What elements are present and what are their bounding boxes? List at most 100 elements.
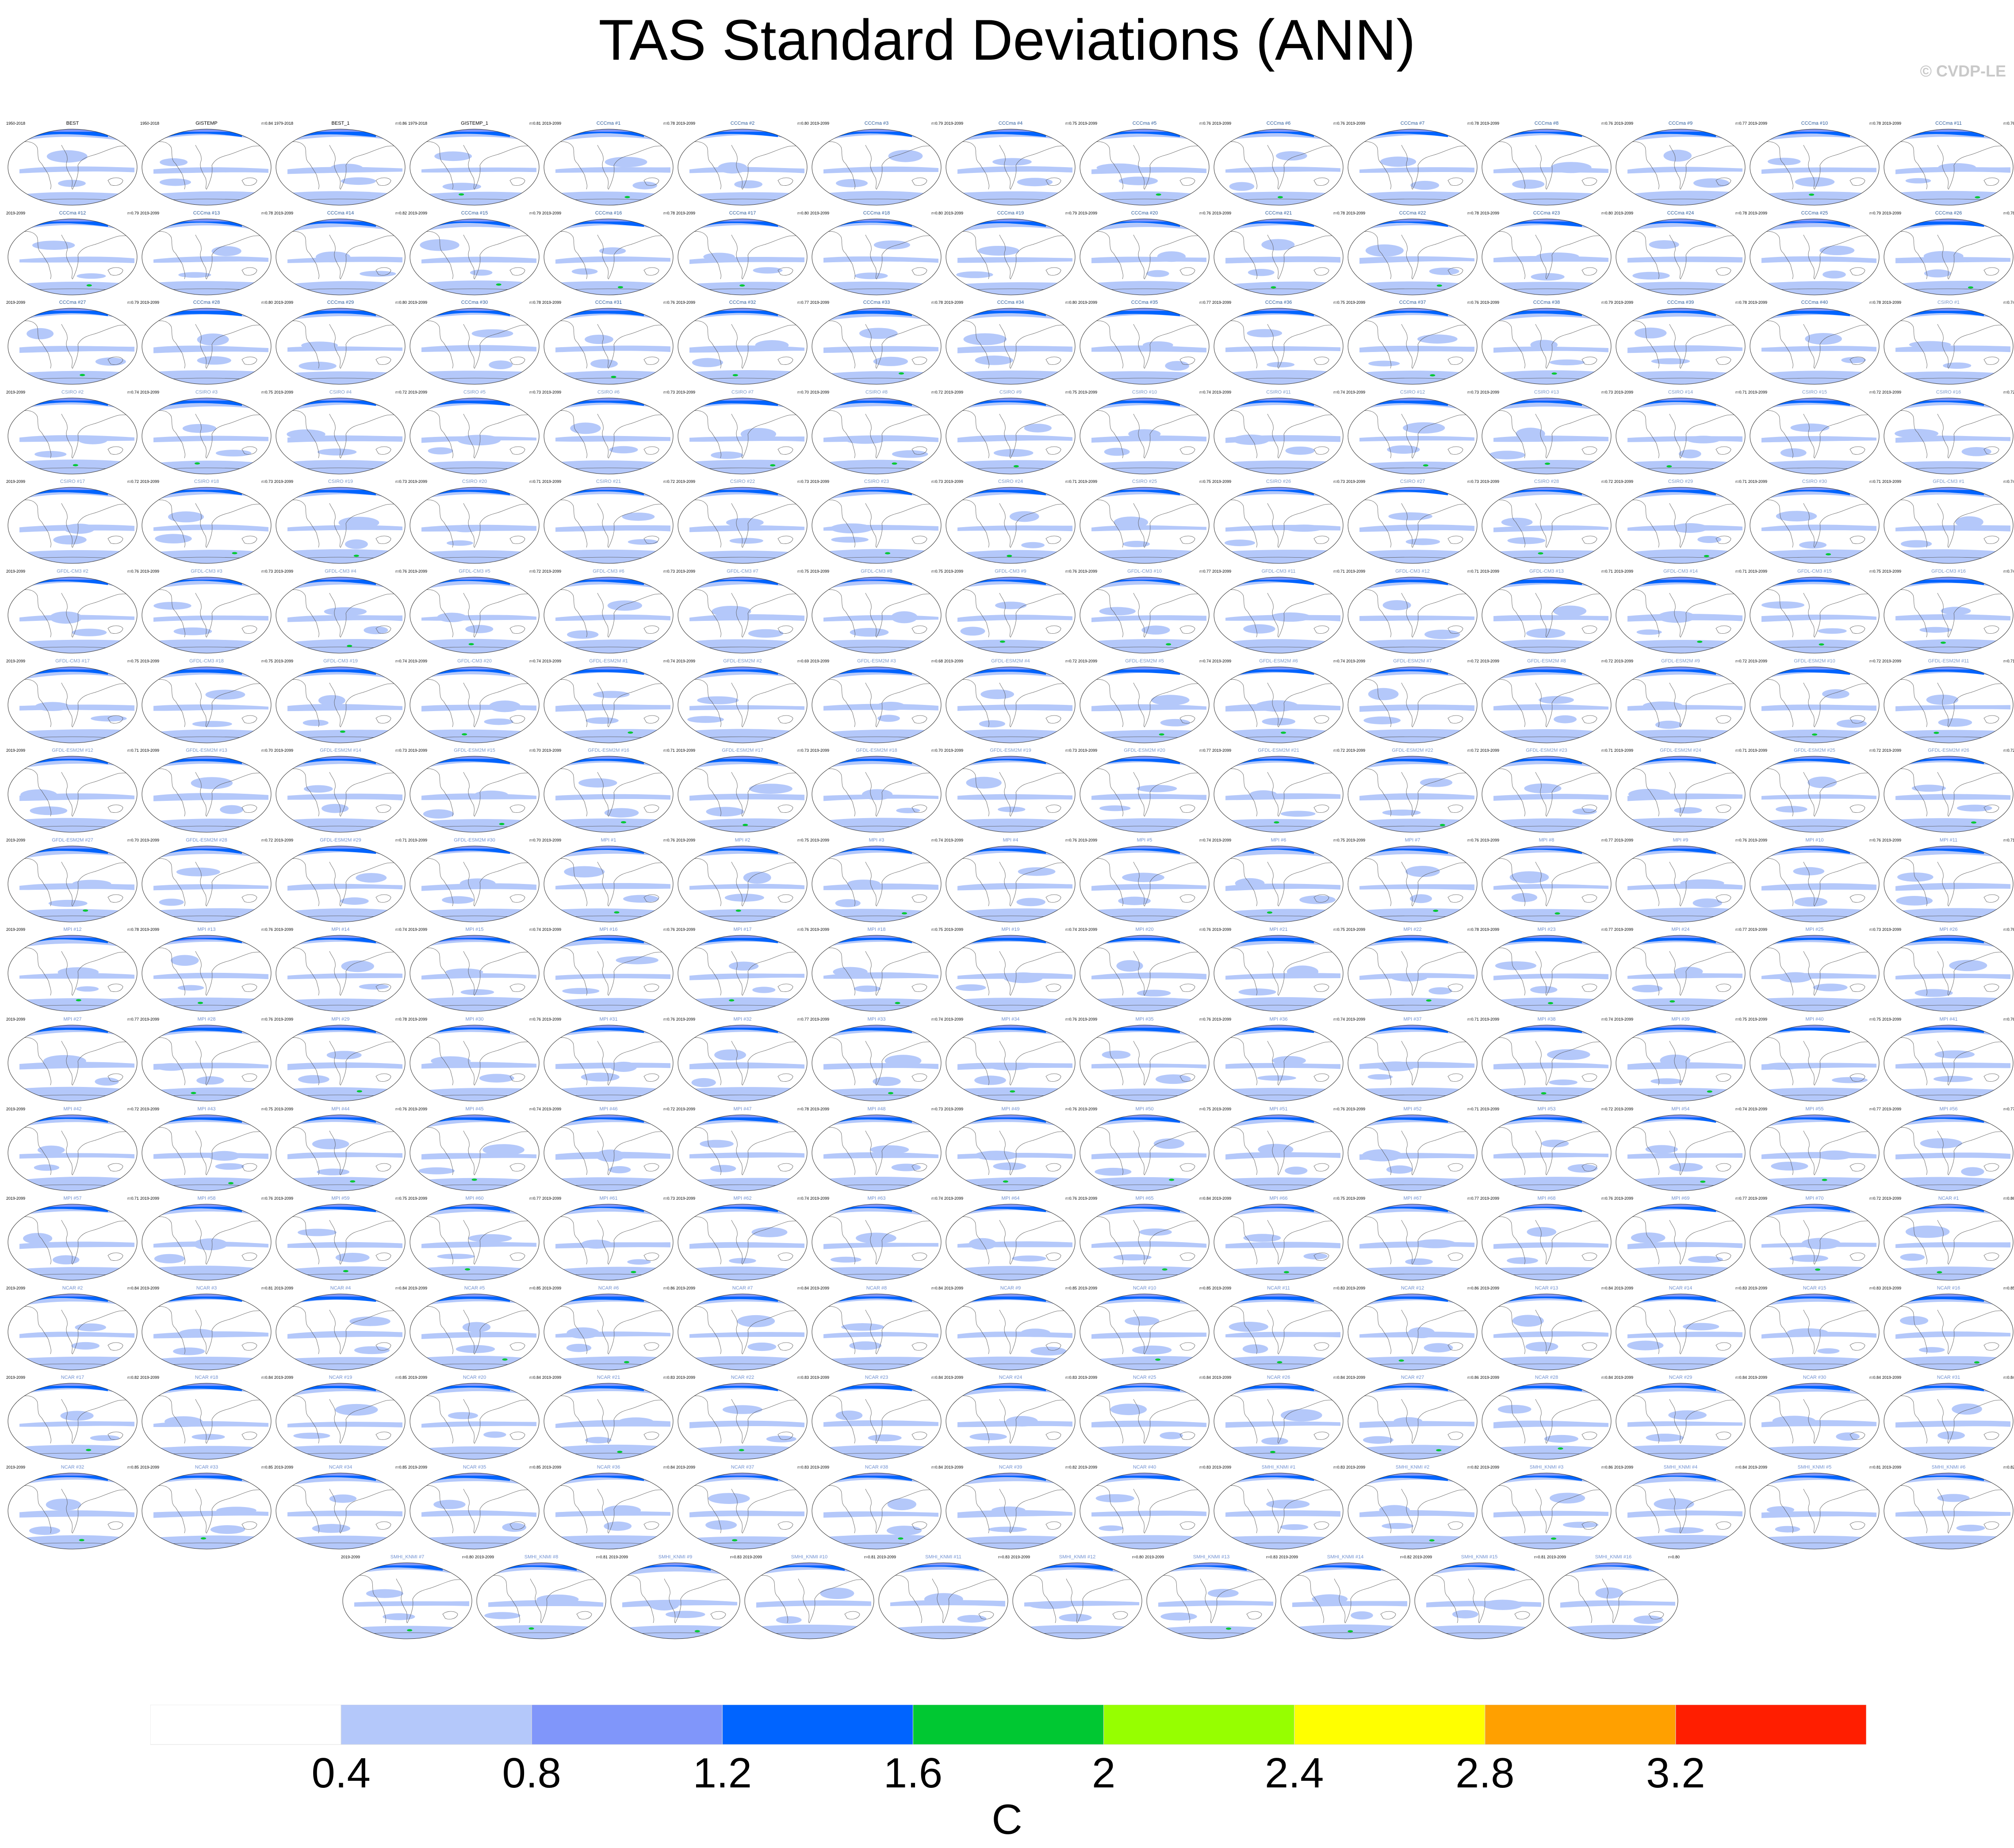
shading-patch <box>1643 701 1683 710</box>
coastline-americas <box>953 679 989 727</box>
map-panel: 2019-2099 GFDL-CM3 #20 r=0.74 <box>408 658 541 747</box>
coastline-americas <box>149 410 185 458</box>
robinson-map <box>812 756 942 833</box>
panel-title: NCAR #11 <box>1267 1285 1290 1291</box>
coastline-australia <box>107 446 123 455</box>
map-outline <box>1750 308 1880 385</box>
robinson-map <box>8 846 138 922</box>
coastline-americas <box>417 858 453 906</box>
map-outline <box>946 1114 1076 1191</box>
shading-patch <box>356 872 387 883</box>
shading-patch <box>1232 434 1270 445</box>
shading-arctic-core <box>1775 669 1850 675</box>
coastline-australia <box>1983 983 1999 992</box>
coastline-eurasia-africa <box>61 413 133 459</box>
map-panel: 2019-2099 GFDL-ESM2M #20 r=0.77 <box>1078 747 1211 837</box>
shading-arctic-core <box>971 669 1046 675</box>
shading-patch <box>1267 362 1295 368</box>
panel-pattern-correlation: r=0.75 <box>1869 1017 1881 1022</box>
coastline-eurasia-africa <box>1937 1041 2009 1086</box>
panel-title: SMHI_KNMI #11 <box>925 1554 961 1560</box>
robinson-map <box>1750 756 1880 833</box>
coastline-americas <box>1221 231 1257 279</box>
panel-years: 2019-2099 <box>1480 210 1500 215</box>
coastline-australia <box>375 1163 391 1171</box>
shading-patch <box>886 1526 922 1535</box>
robinson-map <box>946 1473 1076 1550</box>
shading-patch <box>609 446 638 454</box>
shading-patch <box>1795 177 1835 187</box>
panel-pattern-correlation: r=0.76 <box>663 300 675 305</box>
robinson-map <box>1280 1562 1410 1639</box>
panel-pattern-correlation: r=0.73 <box>797 748 809 753</box>
panel-pattern-correlation: r=0.73 <box>395 748 407 753</box>
shading-arctic-core <box>301 1028 376 1033</box>
panel-pattern-correlation: r=0.77 <box>1735 1196 1747 1201</box>
map-outline <box>1750 218 1880 295</box>
colorbar-box <box>1294 1705 1486 1745</box>
panel-years: 2019-2099 <box>1882 569 1902 574</box>
shading-patch <box>489 700 521 712</box>
shading-tropical-pacific <box>1091 615 1206 622</box>
coastline-australia <box>509 356 525 365</box>
shading-southern-ocean <box>1482 550 1611 564</box>
coastline-australia <box>241 267 257 275</box>
shading-hotspot <box>1169 1178 1175 1181</box>
coastline-australia <box>1313 894 1329 903</box>
shading-southern-ocean <box>1750 908 1879 922</box>
shading-patch <box>993 1162 1026 1170</box>
shading-patch <box>705 1520 737 1530</box>
shading-patch <box>564 866 605 878</box>
shading-patch <box>578 778 617 788</box>
shading-patch <box>1151 694 1190 705</box>
shading-patch <box>1816 1150 1853 1160</box>
shading-arctic-core <box>971 311 1046 317</box>
shading-arctic-core <box>33 759 108 765</box>
coastline-australia <box>777 1163 793 1171</box>
shading-tropical-pacific <box>1359 615 1474 621</box>
shading-patch <box>317 448 357 455</box>
robinson-map <box>1884 487 2014 564</box>
panel-years: 2019-2099 <box>1346 300 1366 305</box>
map-panel: 2019-2099 MPI #43 r=0.75 <box>140 1106 273 1195</box>
shading-southern-ocean <box>544 371 673 385</box>
coastline-eurasia-africa <box>1937 1130 2009 1175</box>
map-panel: 2019-2099 MPI #52 r=0.71 <box>1346 1106 1479 1195</box>
shading-patch <box>153 601 191 610</box>
robinson-map <box>276 129 406 206</box>
map-outline <box>544 398 674 474</box>
coastline-eurasia-africa <box>195 1130 267 1175</box>
panel-title: NCAR #28 <box>1535 1375 1558 1381</box>
shading-hotspot <box>471 1178 477 1181</box>
shading-arctic-core <box>301 669 376 675</box>
shading-arctic-core <box>435 669 510 675</box>
shading-patch <box>1229 182 1255 191</box>
shading-tropical-pacific <box>1895 1152 2010 1159</box>
robinson-map <box>812 1473 942 1550</box>
robinson-map <box>1750 1114 1880 1191</box>
coastline-eurasia-africa <box>463 324 535 369</box>
coastline-americas <box>1355 500 1391 548</box>
shading-patch <box>191 1434 225 1440</box>
coastline-eurasia-africa <box>1803 1041 1875 1086</box>
coastline-australia <box>1313 177 1329 186</box>
panel-years: 2019-2099 <box>408 1106 428 1111</box>
map-panel: 2019-2099 MPI #70 r=0.72 <box>1748 1195 1881 1285</box>
panel-years: 2019-2099 <box>810 658 830 663</box>
panel-title: NCAR #16 <box>1937 1285 1960 1291</box>
map-panel: 2019-2099 NCAR #22 r=0.83 <box>676 1374 809 1464</box>
map-panel: 2019-2099 GFDL-CM3 #18 r=0.75 <box>140 658 273 747</box>
map-outline <box>1750 1114 1880 1191</box>
robinson-map <box>8 129 138 206</box>
coastline-americas <box>417 679 453 727</box>
shading-tropical-pacific <box>19 346 134 353</box>
panel-pattern-correlation: r=0.72 <box>395 390 407 394</box>
shading-patch <box>1017 178 1053 187</box>
robinson-map <box>1214 218 1344 295</box>
map-outline <box>678 398 808 474</box>
shading-arctic-core <box>1239 580 1314 585</box>
map-outline <box>8 308 138 385</box>
shading-tropical-pacific <box>957 346 1072 354</box>
coastline-australia <box>1715 715 1731 723</box>
shading-patch <box>687 715 724 723</box>
